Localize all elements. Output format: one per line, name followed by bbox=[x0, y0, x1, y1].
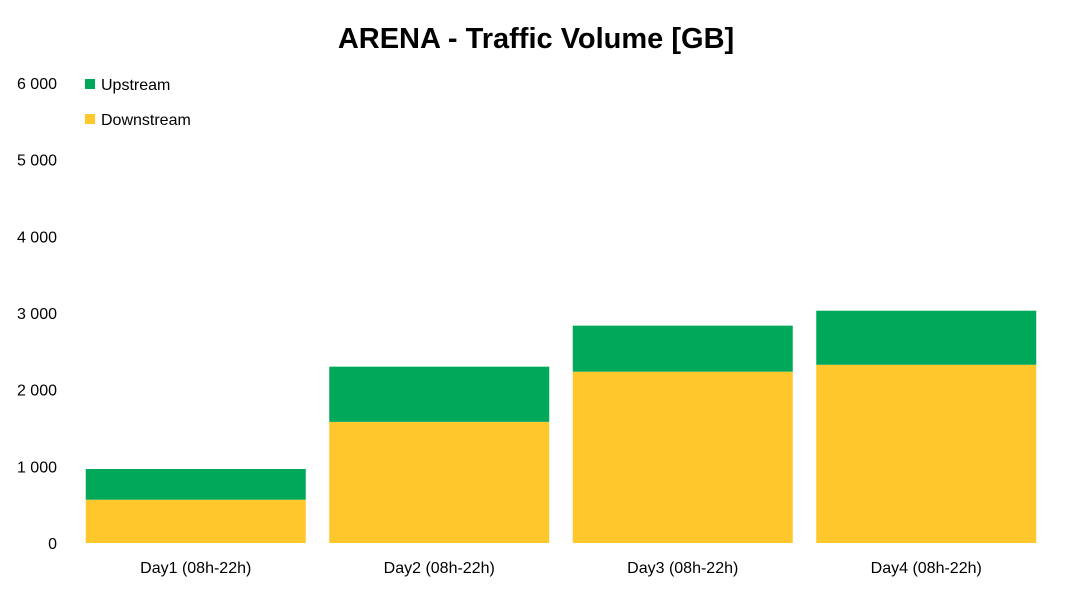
y-tick-label: 1 000 bbox=[17, 459, 57, 476]
y-tick-label: 3 000 bbox=[17, 306, 57, 323]
y-tick-label: 5 000 bbox=[17, 153, 57, 170]
bar-upstream-4 bbox=[816, 310, 1037, 365]
bar-downstream-2 bbox=[329, 421, 550, 543]
x-tick-label: Day2 (08h-22h) bbox=[384, 560, 495, 577]
y-tick-label: 2 000 bbox=[17, 383, 57, 400]
legend-swatch-upstream bbox=[85, 79, 95, 89]
bar-upstream-1 bbox=[85, 469, 306, 500]
legend-label-upstream: Upstream bbox=[101, 77, 170, 94]
bar-upstream-3 bbox=[572, 325, 793, 372]
chart-title: ARENA - Traffic Volume [GB] bbox=[338, 23, 734, 55]
x-tick-label: Day4 (08h-22h) bbox=[871, 560, 982, 577]
bar-downstream-3 bbox=[572, 371, 793, 543]
y-tick-label: 6 000 bbox=[17, 76, 57, 93]
bar-downstream-1 bbox=[85, 499, 306, 543]
y-tick-label: 4 000 bbox=[17, 229, 57, 246]
legend-label-downstream: Downstream bbox=[101, 112, 191, 129]
y-tick-label: 0 bbox=[48, 536, 57, 553]
x-tick-label: Day3 (08h-22h) bbox=[627, 560, 738, 577]
bar-upstream-2 bbox=[329, 366, 550, 422]
x-tick-label: Day1 (08h-22h) bbox=[140, 560, 251, 577]
legend-swatch-downstream bbox=[85, 114, 95, 124]
bar-downstream-4 bbox=[816, 364, 1037, 543]
